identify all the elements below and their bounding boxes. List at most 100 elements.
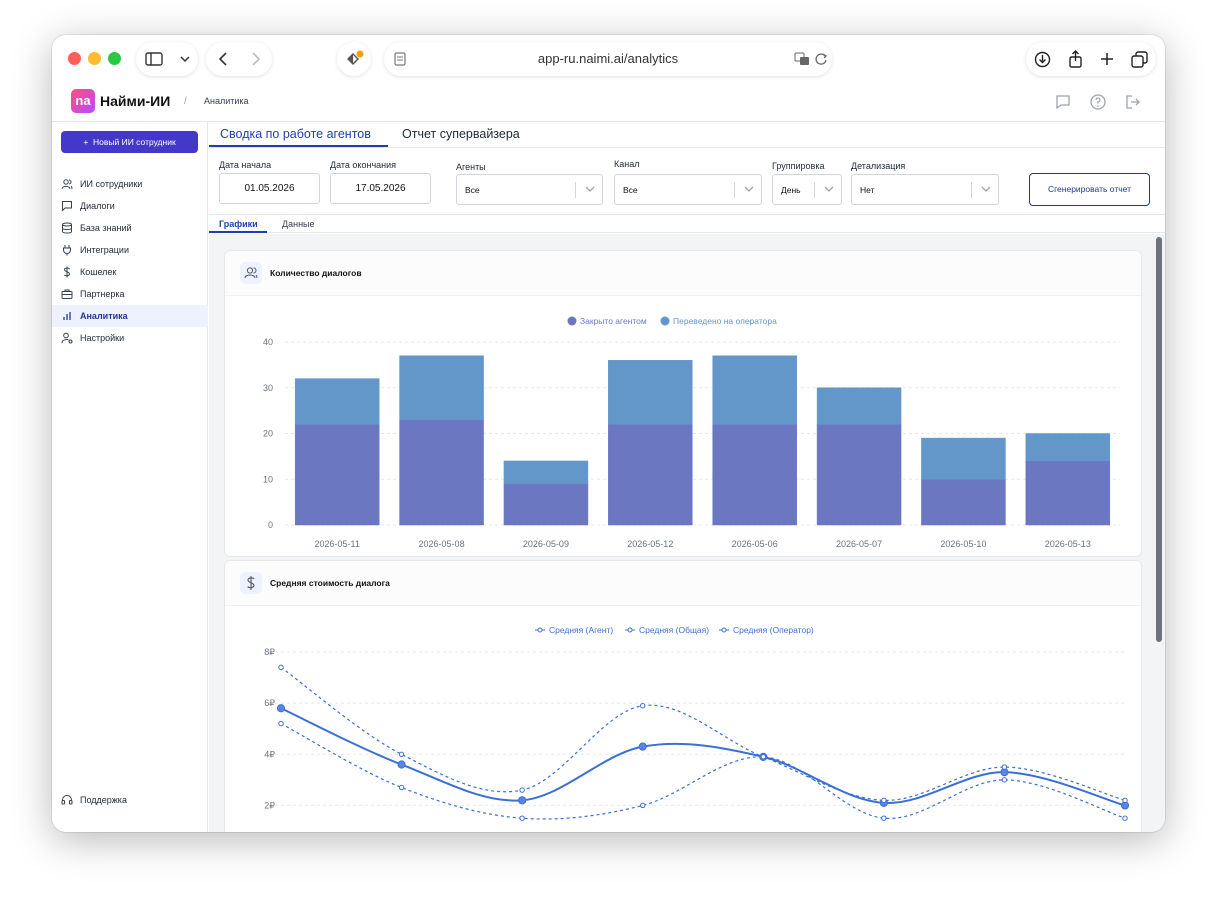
sidebar-item-ai-employees[interactable]: ИИ сотрудники — [52, 173, 208, 195]
new-ai-employee-button[interactable]: + Новый ИИ сотрудник — [61, 131, 198, 153]
sidebar-item-label: Диалоги — [80, 201, 115, 211]
zoom-window-button[interactable] — [108, 52, 121, 65]
new-tab-icon[interactable] — [1100, 52, 1114, 66]
active-tab-indicator — [209, 145, 388, 147]
legend-label: Переведено на оператора — [673, 316, 777, 326]
forward-arrow-icon[interactable] — [251, 52, 261, 66]
card-header: Количество диалогов — [225, 251, 1141, 296]
dialogs-bar-chart: Закрыто агентом Переведено на оператора 0 1… — [263, 316, 1120, 549]
browser-window: app-ru.naimi.ai/analytics na Найми-ИИ / … — [52, 35, 1165, 832]
data-point — [1122, 815, 1128, 821]
sidebar-item-label: Поддержка — [80, 795, 127, 805]
data-point — [640, 703, 646, 709]
users-icon — [61, 179, 73, 190]
channel-select[interactable]: Все — [614, 174, 762, 205]
extension-icon[interactable] — [344, 50, 364, 68]
end-date-label: Дата окончания — [330, 160, 397, 170]
bar-closed-by-agent — [1025, 460, 1111, 526]
browser-toolbar: app-ru.naimi.ai/analytics — [52, 35, 1165, 85]
agents-select[interactable]: Все — [456, 174, 603, 205]
legend-swatch — [660, 316, 670, 326]
y-tick-label: 20 — [263, 429, 273, 439]
database-icon — [62, 222, 72, 234]
detail-select-value: Нет — [860, 185, 875, 195]
back-arrow-icon[interactable] — [218, 52, 228, 66]
sidebar-item-partners[interactable]: Партнерка — [52, 283, 208, 305]
charts-area: Количество диалогов Закрыто агентом Перев… — [209, 234, 1165, 832]
sidebar-item-label: Кошелек — [80, 267, 117, 277]
sidebar-item-integrations[interactable]: Интеграции — [52, 239, 208, 261]
avg-cost-line-chart: Средняя (Агент) Средняя (Общая) Средняя (О… — [264, 625, 1130, 821]
bar-chart-icon — [63, 312, 71, 320]
start-date-input[interactable]: 01.05.2026 — [219, 173, 320, 204]
bar-closed-by-agent — [921, 479, 1006, 526]
data-point — [518, 796, 527, 805]
sidebar-toggle-icon[interactable] — [144, 52, 163, 66]
sidebar-item-label: База знаний — [80, 223, 132, 233]
headset-icon — [61, 795, 73, 805]
tab-supervisor-report[interactable]: Отчет супервайзера — [402, 127, 520, 141]
bar-transferred-to-operator — [294, 378, 380, 425]
end-date-input[interactable]: 17.05.2026 — [330, 173, 431, 204]
data-point — [278, 664, 284, 671]
extension-button[interactable] — [337, 42, 371, 76]
translate-icon[interactable] — [794, 52, 810, 66]
sidebar-item-analytics[interactable]: Аналитика — [52, 305, 208, 327]
chevron-down-icon — [824, 186, 834, 192]
sidebar-item-support[interactable]: Поддержка — [52, 789, 208, 811]
download-icon[interactable] — [1034, 51, 1051, 68]
detail-label: Детализация — [851, 161, 906, 171]
tab-charts[interactable]: Графики — [219, 219, 258, 229]
chevron-down-icon[interactable] — [179, 55, 190, 63]
feedback-icon[interactable] — [1054, 93, 1072, 111]
vertical-scrollbar[interactable] — [1156, 237, 1162, 642]
sidebar-item-knowledge-base[interactable]: База знаний — [52, 217, 208, 239]
tabs-overview-icon[interactable] — [1130, 50, 1148, 68]
tab-data[interactable]: Данные — [282, 219, 315, 229]
select-divider — [814, 182, 815, 198]
brand-name[interactable]: Найми-ИИ — [100, 93, 171, 109]
sidebar-item-dialogs[interactable]: Диалоги — [52, 195, 208, 217]
brand-logo[interactable]: na — [71, 89, 95, 113]
data-point — [398, 751, 405, 757]
logout-icon[interactable] — [1124, 93, 1142, 111]
url-text[interactable]: app-ru.naimi.ai/analytics — [537, 51, 679, 66]
minimize-window-button[interactable] — [88, 52, 101, 65]
sidebar-item-label: ИИ сотрудники — [80, 179, 143, 189]
legend-marker — [721, 627, 727, 633]
y-tick-label: 6₽ — [264, 698, 275, 708]
address-bar[interactable]: app-ru.naimi.ai/analytics — [384, 42, 832, 76]
y-tick-label: 2₽ — [264, 800, 275, 810]
data-point — [276, 704, 286, 713]
sidebar-item-settings[interactable]: Настройки — [52, 327, 208, 349]
page-menu-icon[interactable] — [394, 52, 406, 66]
sidebar-toggle-group[interactable] — [136, 42, 198, 76]
legend-marker — [627, 627, 633, 633]
bar-transferred-to-operator — [608, 360, 693, 425]
help-icon[interactable] — [1089, 93, 1107, 111]
data-point — [278, 720, 284, 727]
briefcase-icon — [61, 289, 73, 299]
data-point — [1001, 777, 1008, 783]
plug-icon — [63, 245, 71, 256]
sidebar-item-label: Аналитика — [80, 311, 128, 321]
tab-agents-summary[interactable]: Сводка по работе агентов — [220, 127, 371, 141]
close-window-button[interactable] — [68, 52, 81, 65]
history-nav-group[interactable] — [206, 42, 272, 76]
detail-select[interactable]: Нет — [851, 174, 999, 205]
bar-transferred-to-operator — [503, 460, 589, 485]
grouping-select[interactable]: День — [772, 174, 842, 205]
x-tick-label: 2026-05-11 — [315, 539, 360, 549]
reload-icon[interactable] — [815, 52, 828, 66]
data-point — [760, 754, 766, 760]
share-icon[interactable] — [1068, 50, 1083, 68]
series-line-0 — [280, 723, 1126, 820]
data-point — [519, 787, 525, 793]
chevron-down-icon — [981, 186, 991, 192]
browser-actions-group[interactable] — [1026, 42, 1156, 76]
main-content: Сводка по работе агентов Отчет супервайз… — [209, 122, 1165, 832]
generate-report-button[interactable]: Сгенерировать отчет — [1029, 173, 1150, 206]
data-point — [397, 760, 406, 769]
sidebar-item-wallet[interactable]: Кошелек — [52, 261, 208, 283]
x-tick-label: 2026-05-13 — [1045, 539, 1091, 549]
